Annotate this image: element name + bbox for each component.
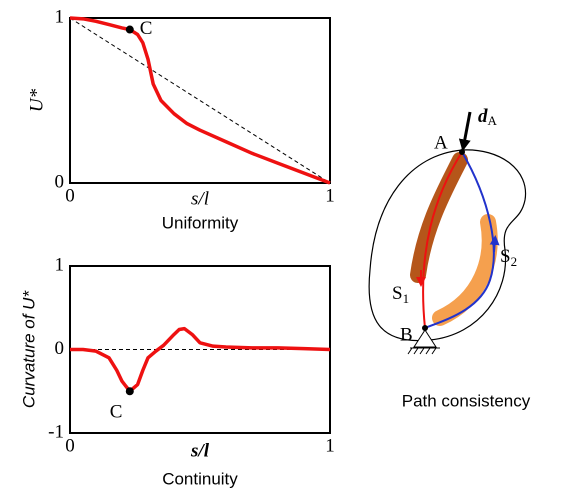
label-s1-sub: 1: [403, 291, 410, 306]
label-load-sub: A: [488, 113, 498, 128]
label-load-main: d: [478, 106, 488, 127]
support-hatch: [408, 348, 440, 354]
y-tick-label: 0: [55, 338, 65, 359]
caption: Continuity: [162, 469, 238, 488]
label-s2: S2: [500, 246, 517, 269]
label-s1-main: S: [392, 283, 403, 304]
x-tick-label: 1: [325, 185, 335, 206]
annotation-point: [126, 26, 134, 34]
label-s2-main: S: [500, 246, 511, 267]
reference-line: [70, 18, 330, 183]
y-tick-label: -1: [48, 421, 64, 442]
load-arrow: [463, 112, 470, 149]
label-load: dA: [478, 106, 498, 128]
y-tick-label: 1: [55, 6, 65, 27]
annotation-label: C: [110, 402, 123, 423]
y-axis-label: Curvature of U*: [19, 290, 38, 409]
label-s1: S1: [392, 283, 409, 306]
y-tick-label: 0: [55, 171, 65, 192]
y-axis-label: U*: [26, 88, 47, 112]
diagram-caption: Path consistency: [402, 391, 531, 410]
support: [414, 330, 436, 347]
label-s2-sub: 2: [511, 254, 518, 269]
x-tick-label: 1: [325, 435, 335, 456]
x-axis-label: s/l: [191, 188, 209, 209]
x-tick-label: 0: [65, 185, 75, 206]
annotation-label: C: [140, 18, 153, 39]
band-2: [440, 222, 490, 318]
diagram: A B dA S1 S2 Path consistency: [369, 106, 531, 410]
data-line: [70, 329, 330, 392]
x-tick-label: 0: [65, 435, 75, 456]
figure: A B dA S1 S2 Path consistency 0101Cs/lUn…: [0, 0, 576, 502]
label-a: A: [434, 132, 448, 153]
label-b: B: [400, 324, 413, 345]
caption: Uniformity: [162, 213, 239, 232]
x-axis-label: s/l: [190, 440, 210, 461]
y-tick-label: 1: [55, 254, 65, 275]
annotation-point: [126, 387, 134, 395]
point-a: [459, 149, 465, 155]
path-2-arrow: [494, 240, 495, 252]
